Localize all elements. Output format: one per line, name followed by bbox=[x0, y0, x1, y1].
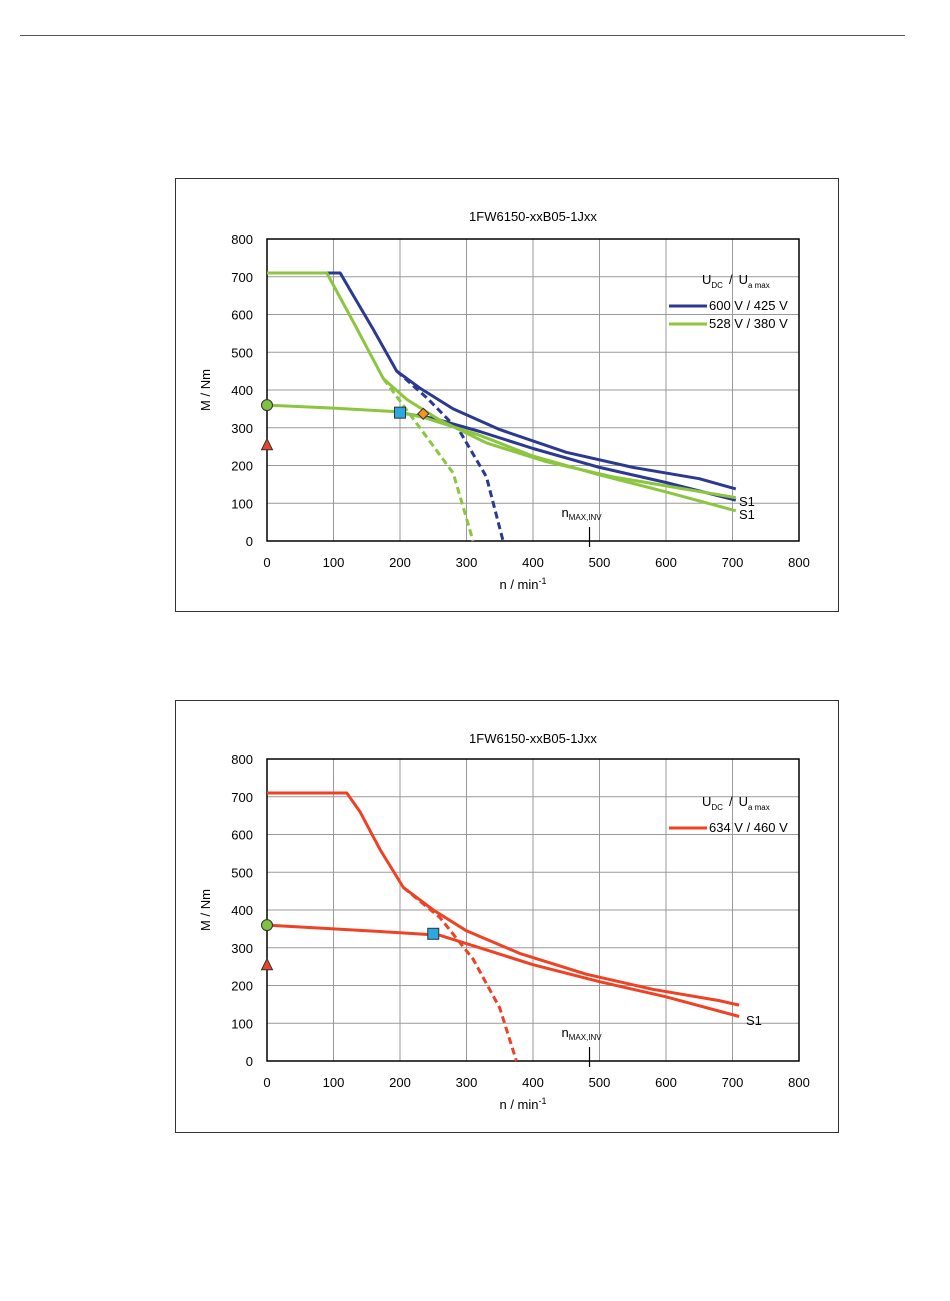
legend-header-ua-sub: a max bbox=[748, 281, 770, 290]
series-2-curve-3 bbox=[266, 403, 737, 513]
plot-area-frame bbox=[266, 238, 800, 542]
series-1-curve-3 bbox=[399, 411, 737, 502]
y-tick-label: 300 bbox=[231, 941, 253, 956]
series-1-curve-1 bbox=[267, 791, 740, 1007]
y-tick-label: 600 bbox=[231, 828, 253, 843]
series-1-curve-2 bbox=[402, 886, 518, 1062]
y-axis-label: M / Nm bbox=[198, 369, 213, 411]
s1-label: S1 bbox=[739, 507, 755, 522]
legend-header: UDC / Ua max bbox=[702, 272, 770, 290]
x-tick-label: 700 bbox=[722, 555, 744, 570]
x-tick-label: 600 bbox=[655, 555, 677, 570]
x-axis-label-exponent: -1 bbox=[539, 576, 547, 586]
legend-header-udc: U bbox=[702, 272, 711, 287]
x-tick-label: 400 bbox=[522, 555, 544, 570]
legend-header-udc-sub: DC bbox=[711, 803, 723, 812]
x-tick-label: 800 bbox=[788, 1075, 810, 1090]
legend-header-sep: / bbox=[729, 272, 733, 287]
legend-header-udc-sub: DC bbox=[711, 281, 723, 290]
marker-square bbox=[427, 927, 440, 940]
x-tick-label: 500 bbox=[589, 555, 611, 570]
x-tick-label: 400 bbox=[522, 1075, 544, 1090]
x-tick-label: 300 bbox=[456, 1075, 478, 1090]
nmax-label: nMAX,INV bbox=[562, 505, 603, 522]
y-tick-label: 0 bbox=[246, 1054, 253, 1069]
marker-circle bbox=[261, 919, 273, 932]
legend-header: UDC / Ua max bbox=[702, 794, 770, 812]
y-tick-label: 700 bbox=[231, 790, 253, 805]
nmax-label-subscript: MAX,INV bbox=[569, 513, 603, 522]
x-tick-label: 100 bbox=[323, 555, 345, 570]
y-tick-label: 600 bbox=[231, 308, 253, 323]
x-tick-label: 200 bbox=[389, 1075, 411, 1090]
y-tick-label: 100 bbox=[231, 1016, 253, 1031]
series-1-curve-3 bbox=[266, 923, 740, 1018]
y-tick-label: 700 bbox=[231, 270, 253, 285]
x-axis-label: n / min-1 bbox=[499, 576, 546, 592]
x-tick-label: 0 bbox=[263, 1075, 270, 1090]
y-tick-label: 300 bbox=[231, 421, 253, 436]
chart-2: 1FW6150-xxB05-1Jxx 0 100 200 300 400 500 600 700… bbox=[175, 700, 839, 1133]
series-1-curve-1 bbox=[267, 271, 737, 491]
legend-header-udc: U bbox=[702, 794, 711, 809]
marker-circle bbox=[261, 399, 273, 412]
x-tick-label: 200 bbox=[389, 555, 411, 570]
y-tick-label: 0 bbox=[246, 534, 253, 549]
marker-triangle bbox=[260, 437, 274, 451]
x-tick-label: 800 bbox=[788, 555, 810, 570]
y-tick-label: 100 bbox=[231, 496, 253, 511]
x-tick-label: 500 bbox=[589, 1075, 611, 1090]
x-tick-label: 300 bbox=[456, 555, 478, 570]
nmax-label: nMAX,INV bbox=[562, 1025, 603, 1042]
s1-label: S1 bbox=[746, 1013, 762, 1028]
legend-header-ua: U bbox=[739, 794, 748, 809]
legend-header-ua: U bbox=[739, 272, 748, 287]
legend-header-ua-sub: a max bbox=[748, 803, 770, 812]
x-tick-label: 0 bbox=[263, 555, 270, 570]
chart-title: 1FW6150-xxB05-1Jxx bbox=[469, 209, 597, 224]
legend-entry: 528 V / 380 V bbox=[709, 316, 788, 331]
y-axis-label: M / Nm bbox=[198, 889, 213, 931]
x-axis-label-exponent: -1 bbox=[539, 1096, 547, 1106]
legend-entry: 634 V / 460 V bbox=[709, 820, 788, 835]
chart-title: 1FW6150-xxB05-1Jxx bbox=[469, 731, 597, 746]
marker-square bbox=[394, 406, 406, 419]
y-tick-label: 200 bbox=[231, 979, 253, 994]
nmax-label-subscript: MAX,INV bbox=[569, 1033, 603, 1042]
y-tick-label: 800 bbox=[231, 752, 253, 767]
y-tick-label: 800 bbox=[231, 232, 253, 247]
s1-label: S1 bbox=[739, 494, 755, 509]
y-tick-label: 400 bbox=[231, 903, 253, 918]
plot-area-frame bbox=[266, 758, 800, 1062]
x-tick-label: 100 bbox=[323, 1075, 345, 1090]
x-tick-label: 700 bbox=[722, 1075, 744, 1090]
series-2-curve-1 bbox=[267, 271, 737, 500]
chart-2-svg: 1FW6150-xxB05-1Jxx 0 100 200 300 400 500 600 700… bbox=[198, 731, 810, 1112]
marker-triangle bbox=[260, 957, 274, 971]
legend-header-sep: / bbox=[729, 794, 733, 809]
x-axis-label: n / min-1 bbox=[499, 1096, 546, 1112]
y-tick-label: 500 bbox=[231, 345, 253, 360]
y-tick-label: 500 bbox=[231, 865, 253, 880]
marker-diamond bbox=[417, 407, 430, 420]
legend-entry: 600 V / 425 V bbox=[709, 298, 788, 313]
series-1-curve-2 bbox=[395, 369, 505, 542]
y-tick-label: 200 bbox=[231, 459, 253, 474]
chart-1-svg: 1FW6150-xxB05-1Jxx 0 100 200 300 400 500 600 700… bbox=[198, 209, 810, 592]
x-tick-label: 600 bbox=[655, 1075, 677, 1090]
chart-1: 1FW6150-xxB05-1Jxx 0 100 200 300 400 500 600 700… bbox=[175, 178, 839, 612]
y-tick-label: 400 bbox=[231, 383, 253, 398]
top-rule bbox=[20, 35, 905, 36]
series-2-curve-2 bbox=[382, 377, 475, 542]
